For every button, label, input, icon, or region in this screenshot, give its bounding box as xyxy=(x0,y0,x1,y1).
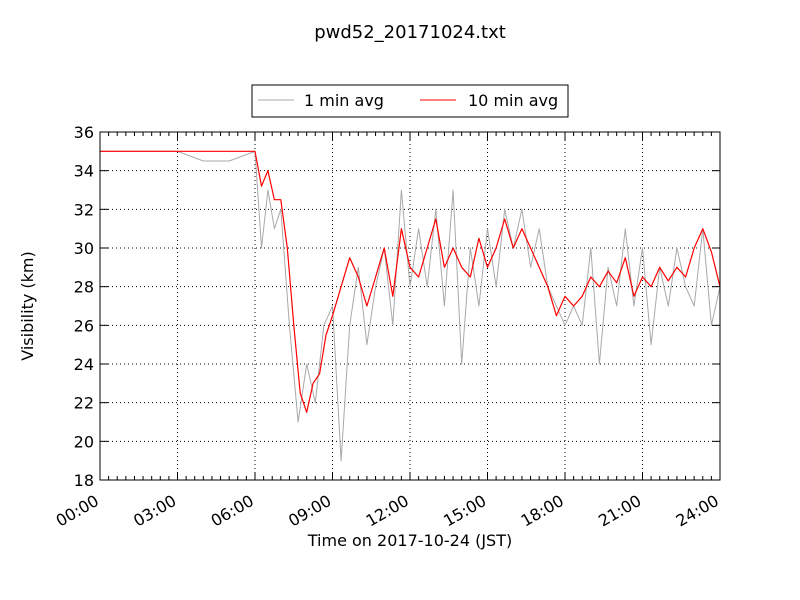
x-tick-label: 12:00 xyxy=(363,491,412,531)
y-tick-label: 32 xyxy=(74,200,94,219)
legend-label-10min: 10 min avg xyxy=(468,91,558,110)
y-axis-label: Visibility (km) xyxy=(18,251,37,360)
y-tick-label: 34 xyxy=(74,162,94,181)
series-layer xyxy=(100,150,721,462)
legend-label-1min: 1 min avg xyxy=(304,91,384,110)
y-tick-label: 18 xyxy=(74,471,94,490)
y-tick-labels: 18 20 22 24 26 28 30 32 34 36 xyxy=(74,123,94,490)
y-tick-label: 30 xyxy=(74,239,94,258)
x-tick-label: 15:00 xyxy=(440,491,489,531)
grid xyxy=(100,132,720,480)
y-tick-label: 26 xyxy=(74,316,94,335)
legend-box xyxy=(251,84,569,118)
chart-title: pwd52_20171024.txt xyxy=(314,22,506,43)
y-tick-label: 22 xyxy=(74,394,94,413)
x-tick-label: 09:00 xyxy=(285,491,334,531)
y-tick-label: 36 xyxy=(74,123,94,142)
x-axis-label: Time on 2017-10-24 (JST) xyxy=(307,531,512,550)
y-tick-label: 28 xyxy=(74,278,94,297)
y-tick-label: 24 xyxy=(74,355,94,374)
x-tick-label: 21:00 xyxy=(595,491,644,531)
legend: 1 min avg 10 min avg xyxy=(251,84,569,118)
x-tick-label: 24:00 xyxy=(673,491,722,531)
y-tick-label: 20 xyxy=(74,432,94,451)
x-tick-label: 00:00 xyxy=(53,491,102,531)
x-tick-labels: 00:00 03:00 06:00 09:00 12:00 15:00 18:00 21:00… xyxy=(53,491,722,531)
series-line-10min-avg xyxy=(100,150,721,413)
x-tick-label: 03:00 xyxy=(130,491,179,531)
series-line-1min-avg xyxy=(100,150,721,462)
x-tick-label: 18:00 xyxy=(518,491,567,531)
x-tick-label: 06:00 xyxy=(208,491,257,531)
ticks xyxy=(99,131,721,481)
